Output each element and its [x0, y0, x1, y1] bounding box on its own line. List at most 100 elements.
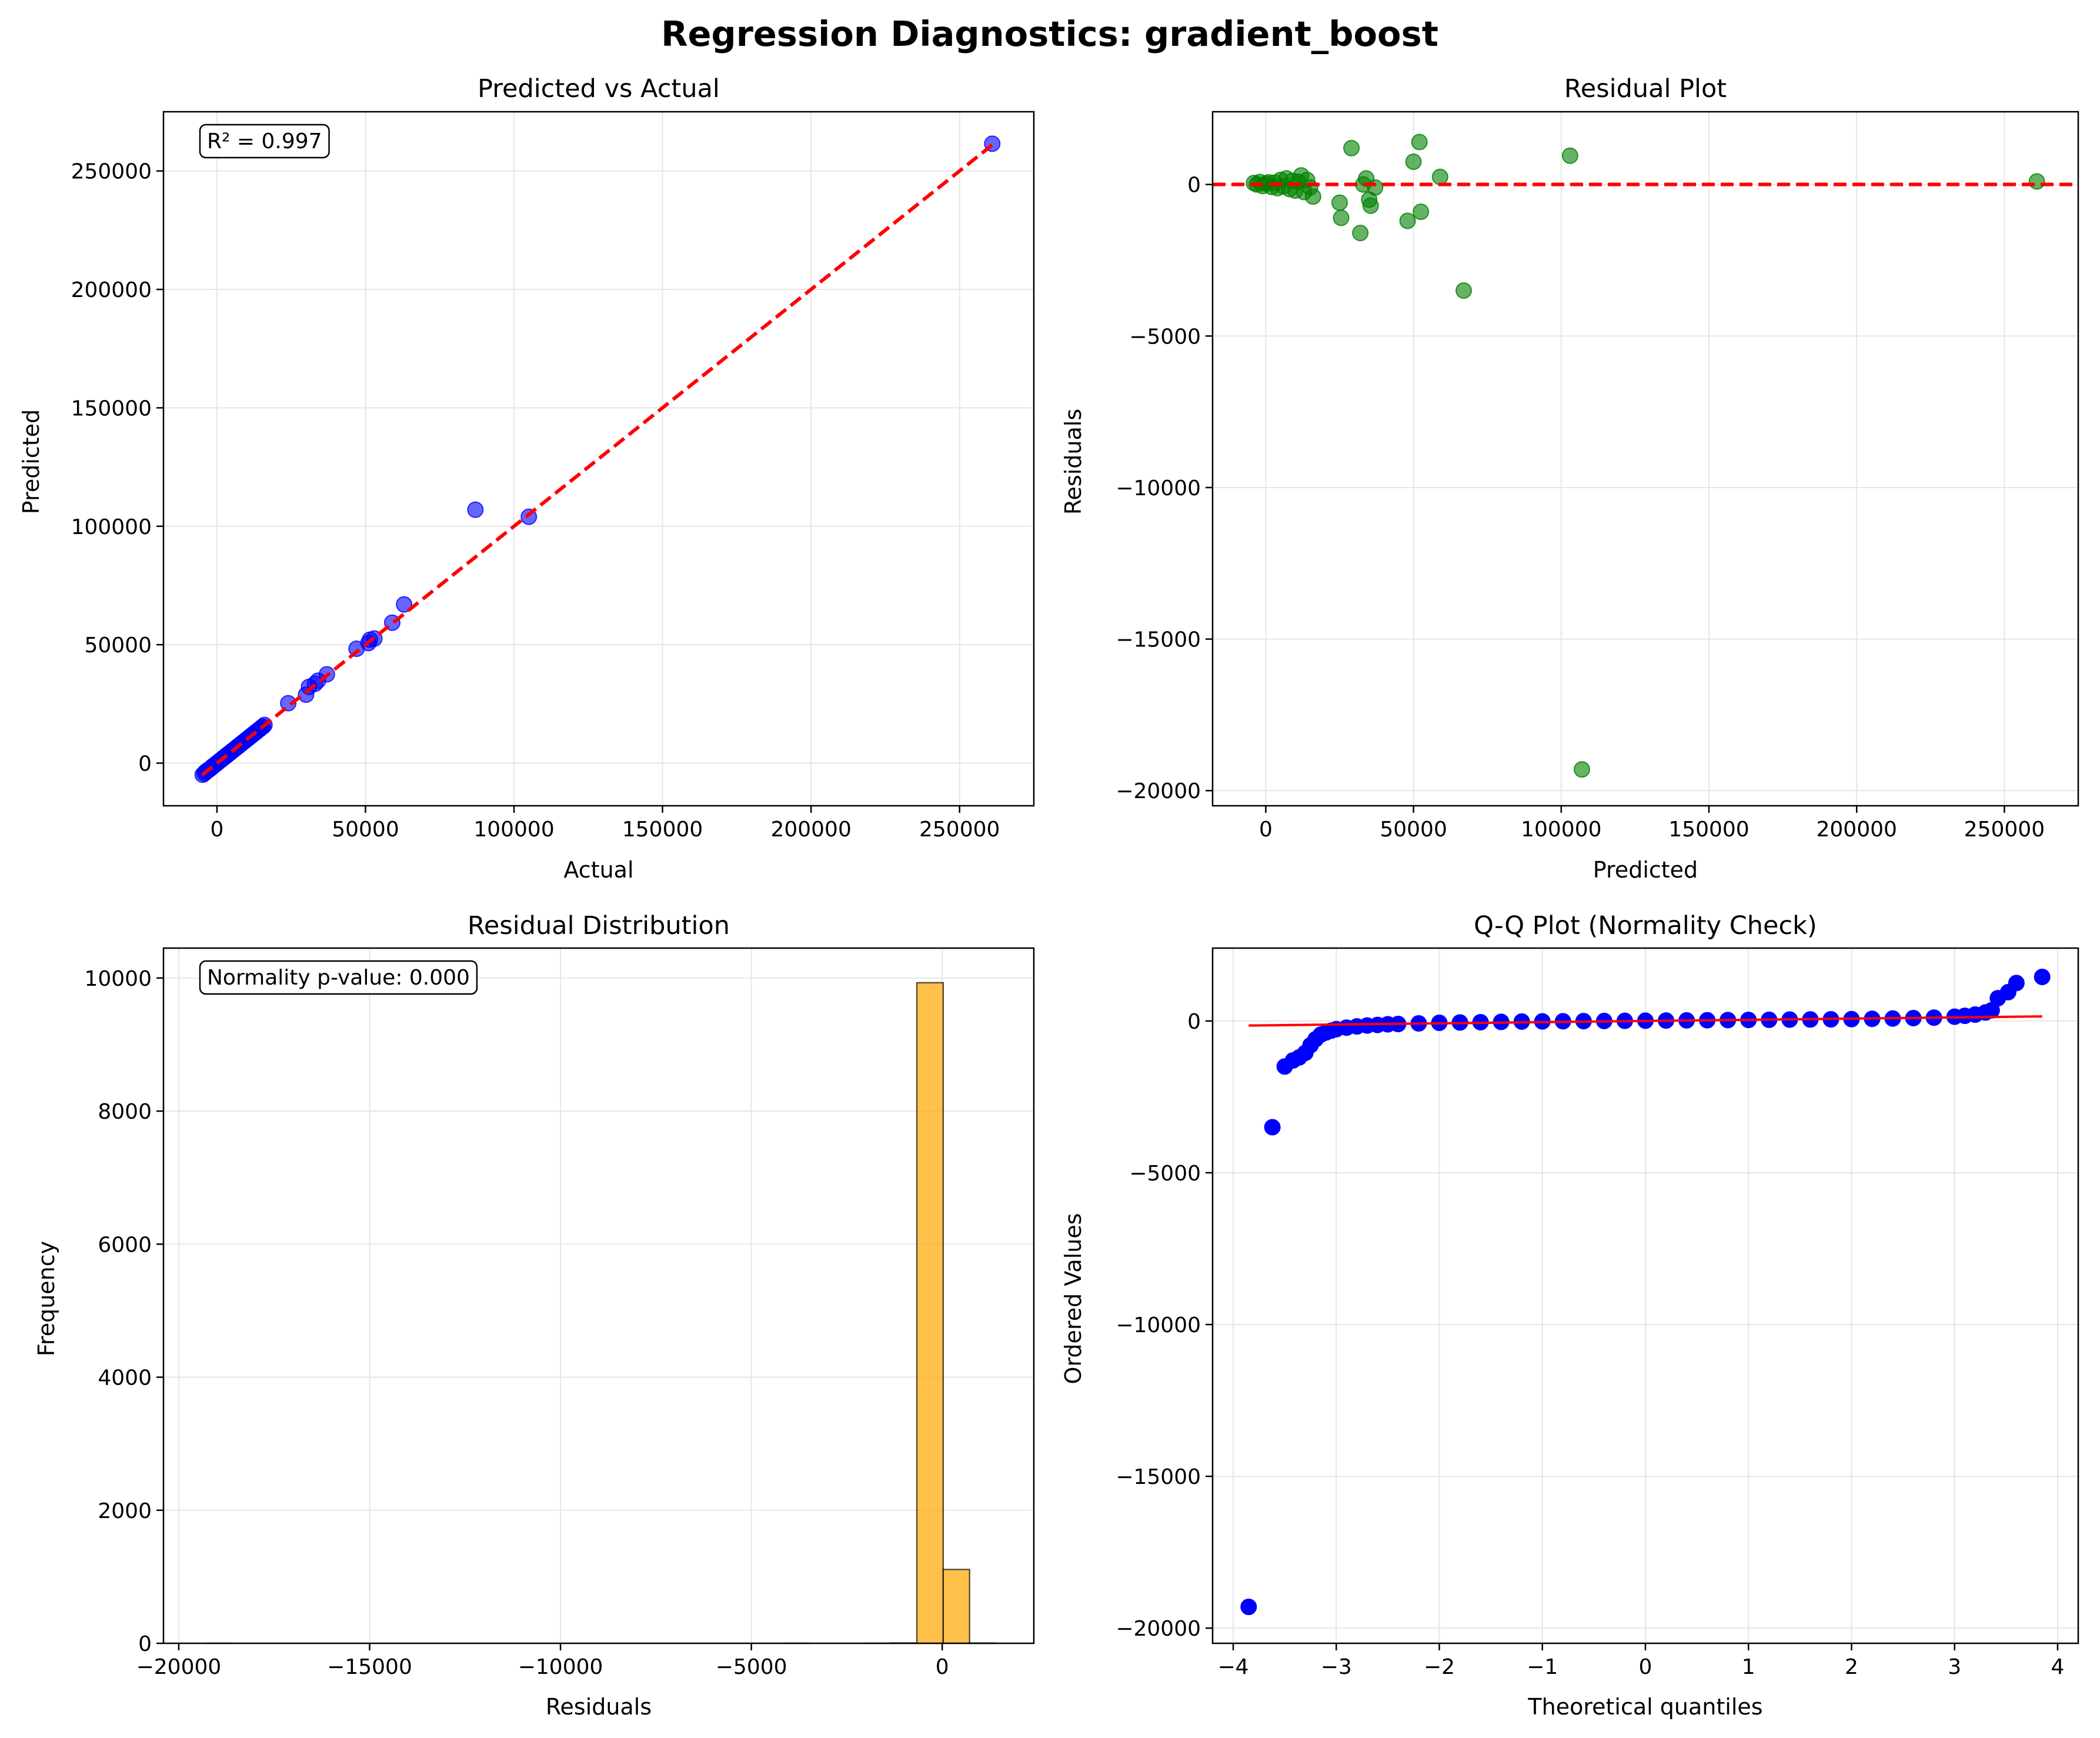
data-point	[1333, 209, 1350, 226]
y-tick-label: 0	[1187, 174, 1201, 198]
y-tick-label: 100000	[71, 515, 152, 539]
annotation-box: Normality p-value: 0.000	[199, 960, 478, 995]
y-tick-label: 0	[138, 1632, 152, 1656]
x-tick-label: −20000	[136, 1655, 222, 1679]
figure-suptitle: Regression Diagnostics: gradient_boost	[661, 14, 1438, 54]
y-axis-label: Predicted	[18, 409, 44, 514]
plot-area: 0 50000 100000 150000 200000 250000 −20000 −150…	[1116, 111, 2079, 842]
data-point	[1573, 761, 1590, 778]
data-point	[396, 596, 413, 613]
histogram-bar	[942, 1569, 970, 1644]
y-tick-label: −5000	[1129, 325, 1201, 349]
y-tick-label: 2000	[98, 1499, 152, 1523]
plot-area: −4 −3 −2 −1 0 1 2 3 4 −20000 −15000 −10000 −5000 0	[1116, 947, 2079, 1679]
x-axis-label: Actual	[563, 857, 633, 883]
y-tick-label: 10000	[84, 967, 152, 991]
x-tick-label: 250000	[919, 818, 1000, 842]
x-tick-label: 1	[1742, 1655, 1755, 1679]
data-point	[1304, 188, 1321, 205]
panel-title: Residual Plot	[1564, 74, 1727, 104]
x-tick-label: 0	[1259, 818, 1273, 842]
panel-residual-distribution: Residual Distribution Residuals Frequenc…	[34, 911, 1035, 1720]
x-tick-label: 0	[936, 1655, 949, 1679]
x-tick-label: 0	[1639, 1655, 1652, 1679]
panel-title: Residual Distribution	[468, 911, 730, 940]
x-tick-label: 3	[1948, 1655, 1961, 1679]
data-point	[1264, 1119, 1281, 1136]
x-tick-label: −10000	[518, 1655, 603, 1679]
x-tick-label: 200000	[1816, 818, 1897, 842]
x-tick-label: −2	[1424, 1655, 1455, 1679]
annotation-text: Normality p-value: 0.000	[207, 966, 470, 990]
data-point	[1362, 197, 1379, 214]
annotation-text: R² = 0.997	[207, 129, 322, 154]
y-tick-label: −15000	[1116, 1465, 1201, 1489]
annotation-box: R² = 0.997	[199, 124, 330, 159]
y-tick-label: −10000	[1116, 476, 1201, 501]
y-tick-label: −20000	[1116, 779, 1201, 803]
x-tick-label: 0	[210, 818, 223, 842]
x-tick-label: 50000	[332, 818, 399, 842]
panel-residual-plot: Residual Plot Predicted Residuals 0 50000…	[1060, 74, 2079, 883]
panel-title: Predicted vs Actual	[478, 74, 720, 104]
x-tick-label: 250000	[1964, 818, 2045, 842]
y-tick-label: 0	[1187, 1010, 1201, 1034]
x-tick-label: 100000	[1521, 818, 1601, 842]
x-tick-label: −15000	[327, 1655, 412, 1679]
x-tick-label: 200000	[770, 818, 851, 842]
panel-qq-plot: Q-Q Plot (Normality Check) Theoretical q…	[1060, 911, 2079, 1720]
data-point	[1405, 154, 1422, 171]
data-point	[2034, 969, 2051, 986]
x-tick-label: 4	[2051, 1655, 2064, 1679]
y-tick-label: 8000	[98, 1100, 152, 1124]
y-tick-label: 150000	[71, 396, 152, 421]
data-point	[1367, 179, 1384, 196]
x-tick-label: 100000	[473, 818, 554, 842]
x-axis-label: Residuals	[546, 1694, 652, 1720]
y-axis-label: Frequency	[34, 1241, 59, 1356]
data-point	[1455, 282, 1473, 299]
data-point	[1343, 139, 1360, 156]
x-tick-label: 2	[1845, 1655, 1858, 1679]
x-tick-label: 150000	[622, 818, 703, 842]
y-axis-label: Ordered Values	[1060, 1213, 1086, 1385]
plot-area: 0 50000 100000 150000 200000 250000 0 50000 1000…	[71, 111, 1035, 842]
y-tick-label: −15000	[1116, 628, 1201, 652]
data-point	[2008, 975, 2025, 992]
histogram-bar	[916, 982, 944, 1644]
data-point	[1413, 204, 1430, 221]
data-point	[1411, 134, 1428, 151]
data-point	[1431, 168, 1448, 185]
data-point	[1399, 212, 1416, 229]
data-point	[1331, 194, 1348, 211]
axes-frame	[1211, 111, 2079, 807]
y-tick-label: 6000	[98, 1233, 152, 1257]
x-axis-label: Theoretical quantiles	[1527, 1694, 1762, 1720]
panel-predicted-vs-actual: Predicted vs Actual Actual Predicted 0 50…	[18, 74, 1035, 883]
x-tick-label: 50000	[1380, 818, 1447, 842]
panel-title: Q-Q Plot (Normality Check)	[1474, 911, 1817, 940]
data-point	[467, 501, 484, 518]
data-point	[1240, 1599, 1257, 1616]
y-tick-label: 4000	[98, 1366, 152, 1390]
y-tick-label: −10000	[1116, 1313, 1201, 1337]
x-tick-label: −4	[1218, 1655, 1249, 1679]
data-point	[2028, 173, 2045, 190]
y-tick-label: 250000	[71, 160, 152, 184]
x-tick-label: 150000	[1668, 818, 1749, 842]
annotation-frame	[199, 960, 478, 995]
y-tick-label: −20000	[1116, 1617, 1201, 1641]
y-axis-label: Residuals	[1060, 409, 1086, 515]
plot-area: −20000 −15000 −10000 −5000 0 0 2000 4000 6000 800…	[84, 947, 1035, 1679]
axes-frame	[162, 947, 1035, 1644]
data-point	[1561, 147, 1578, 164]
fit-line	[1248, 1015, 2042, 1027]
y-tick-label: 0	[138, 752, 152, 776]
x-tick-label: −1	[1527, 1655, 1558, 1679]
data-point	[280, 695, 297, 712]
data-point	[1352, 225, 1369, 242]
x-axis-label: Predicted	[1593, 857, 1698, 883]
axes-frame	[162, 111, 1035, 807]
